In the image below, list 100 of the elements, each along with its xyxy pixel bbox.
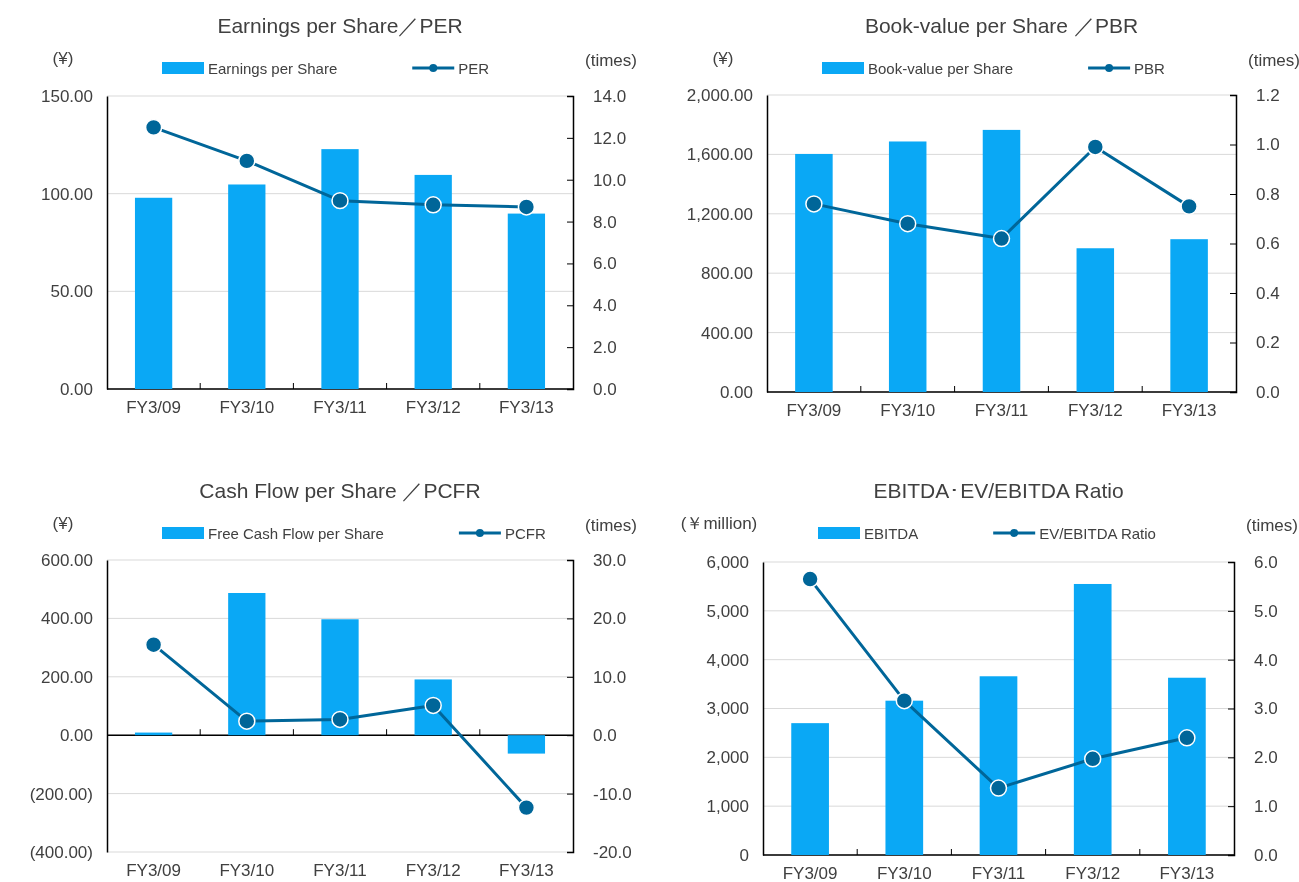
bar bbox=[507, 213, 546, 389]
y-tick-label: 0.00 bbox=[59, 726, 93, 746]
y2-tick-label: 20.0 bbox=[593, 609, 627, 629]
chart-title: Cash Flow per Share ／PCFR bbox=[199, 479, 481, 502]
bar bbox=[321, 149, 359, 389]
y2-tick-label: 3.0 bbox=[1254, 699, 1278, 719]
y-tick-label: 200.00 bbox=[41, 667, 93, 687]
y2-tick-label: 10.0 bbox=[593, 667, 627, 687]
point bbox=[898, 214, 917, 233]
bar bbox=[885, 700, 924, 855]
point bbox=[801, 570, 819, 588]
y-tick-label: 2,000.00 bbox=[686, 85, 753, 105]
x-tick-label: FY3/11 bbox=[974, 401, 1029, 420]
legend-label: EV/EBITDA Ratio bbox=[1039, 525, 1156, 542]
legend-label: Earnings per Share bbox=[208, 60, 338, 77]
y-axis-title: (¥) bbox=[712, 49, 734, 68]
point bbox=[895, 691, 914, 710]
y2-tick-label: 0.2 bbox=[1256, 333, 1280, 353]
y-tick-label: 5,000 bbox=[706, 601, 749, 621]
x-tick-label: FY3/12 bbox=[405, 861, 461, 880]
point bbox=[517, 798, 536, 817]
bar bbox=[414, 174, 452, 389]
x-tick-label: FY3/10 bbox=[876, 864, 932, 882]
point bbox=[331, 710, 349, 729]
y2-tick-label: 5.0 bbox=[1254, 601, 1278, 621]
point bbox=[805, 195, 823, 213]
y2-tick-label: 2.0 bbox=[1254, 748, 1278, 768]
point bbox=[992, 229, 1011, 248]
chart-title: Book-value per Share ／PBR bbox=[864, 14, 1139, 37]
point bbox=[424, 196, 442, 214]
y2-axis-title: (times) bbox=[585, 516, 637, 535]
bar bbox=[888, 141, 927, 392]
y-axis-title: (￥million) bbox=[680, 514, 758, 533]
bar bbox=[979, 676, 1018, 855]
x-tick-label: FY3/10 bbox=[219, 861, 275, 880]
y-tick-label: (200.00) bbox=[29, 784, 93, 804]
legend-label: PBR bbox=[1134, 60, 1166, 77]
x-tick-label: FY3/11 bbox=[313, 861, 367, 880]
x-tick-label: FY3/09 bbox=[126, 861, 182, 880]
point bbox=[1178, 729, 1196, 747]
y-tick-label: 1,600.00 bbox=[686, 145, 753, 165]
y2-tick-label: 0.0 bbox=[1256, 382, 1280, 402]
y2-tick-label: 30.0 bbox=[593, 550, 627, 570]
y-tick-label: 1,200.00 bbox=[686, 204, 753, 224]
x-tick-label: FY3/12 bbox=[1067, 401, 1123, 420]
y-tick-label: 100.00 bbox=[41, 184, 93, 204]
y2-tick-label: 8.0 bbox=[593, 212, 617, 232]
y-tick-label: 400.00 bbox=[701, 323, 753, 343]
y2-tick-label: 0.6 bbox=[1256, 234, 1280, 254]
bar bbox=[134, 197, 173, 389]
legend-label: PER bbox=[458, 60, 490, 77]
y2-tick-label: 12.0 bbox=[593, 128, 627, 148]
bar bbox=[507, 735, 546, 754]
y2-tick-label: 14.0 bbox=[593, 86, 627, 106]
y-tick-label: 0.00 bbox=[59, 379, 93, 399]
legend-label: Free Cash Flow per Share bbox=[208, 525, 384, 542]
y-tick-label: 400.00 bbox=[41, 609, 93, 629]
y2-tick-label: 1.0 bbox=[1254, 797, 1278, 817]
bar bbox=[228, 184, 266, 389]
chart-title: EBITDA･EV/EBITDA Ratio bbox=[873, 479, 1124, 502]
y2-tick-label: 0.0 bbox=[593, 726, 617, 746]
x-tick-label: FY3/10 bbox=[219, 398, 275, 417]
point bbox=[517, 198, 536, 216]
y2-tick-label: 1.0 bbox=[1256, 135, 1280, 155]
y-axis-title: (¥) bbox=[52, 49, 74, 68]
x-tick-label: FY3/12 bbox=[1065, 864, 1121, 882]
point bbox=[238, 152, 256, 170]
point bbox=[1180, 197, 1198, 216]
legend-label: PCFR bbox=[504, 525, 546, 542]
y-tick-label: 800.00 bbox=[701, 264, 753, 284]
y2-axis-title: (times) bbox=[1246, 516, 1298, 535]
y2-axis-title: (times) bbox=[1248, 51, 1299, 70]
point bbox=[989, 779, 1008, 797]
y2-tick-label: 6.0 bbox=[1254, 552, 1278, 572]
y-tick-label: 6,000 bbox=[706, 552, 749, 572]
y2-axis-title: (times) bbox=[585, 51, 637, 70]
bar bbox=[1170, 239, 1208, 392]
chart-title: Earnings per Share／PER bbox=[217, 14, 463, 37]
point bbox=[238, 712, 256, 730]
y2-tick-label: 4.0 bbox=[1254, 650, 1278, 670]
y-tick-label: 600.00 bbox=[41, 550, 93, 570]
y2-tick-label: 0.0 bbox=[593, 379, 617, 399]
x-tick-label: FY3/13 bbox=[1161, 401, 1217, 420]
y-tick-label: 50.00 bbox=[50, 282, 93, 302]
point bbox=[331, 191, 349, 210]
x-tick-label: FY3/09 bbox=[786, 401, 842, 420]
bar bbox=[1168, 677, 1206, 855]
point bbox=[144, 635, 163, 654]
legend-label: EBITDA bbox=[864, 525, 919, 542]
y2-tick-label: 6.0 bbox=[593, 254, 617, 274]
y2-tick-label: -10.0 bbox=[593, 784, 632, 804]
y2-tick-label: 1.2 bbox=[1256, 85, 1280, 105]
y2-tick-label: 0.8 bbox=[1256, 184, 1280, 204]
y2-tick-label: 10.0 bbox=[593, 170, 627, 190]
y2-tick-label: 0.0 bbox=[1254, 845, 1278, 865]
x-tick-label: FY3/13 bbox=[1159, 864, 1215, 882]
y-tick-label: (400.00) bbox=[29, 842, 93, 862]
bar bbox=[1073, 583, 1112, 855]
y-tick-label: 0 bbox=[739, 845, 749, 865]
x-tick-label: FY3/09 bbox=[782, 864, 838, 882]
